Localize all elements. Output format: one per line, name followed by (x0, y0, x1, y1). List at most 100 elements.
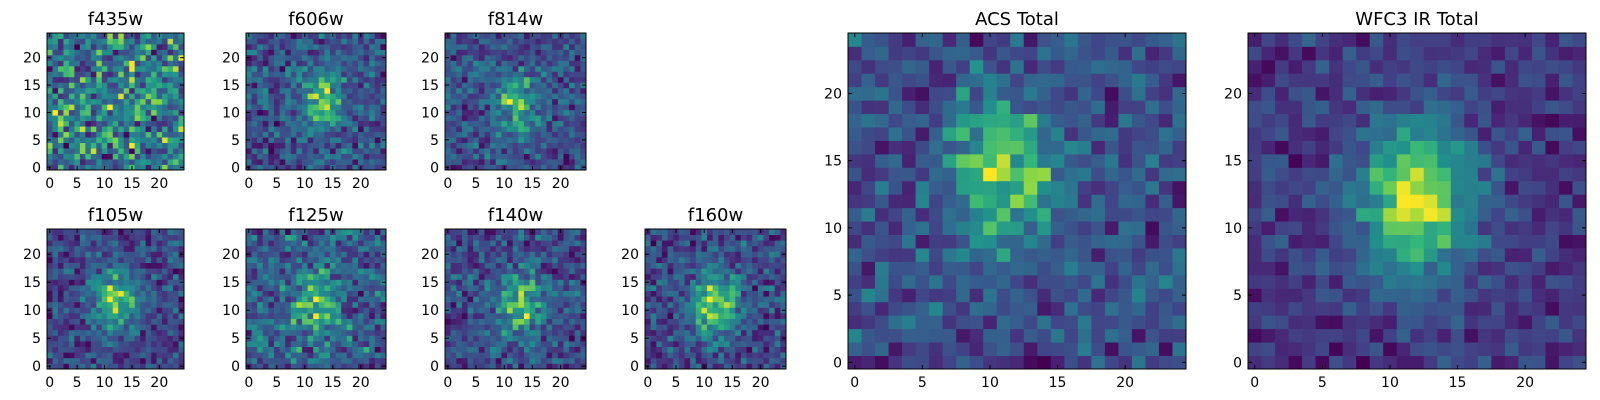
heatmap-cell (341, 131, 348, 138)
heatmap-cell (484, 352, 491, 359)
heatmap-cell (752, 307, 759, 314)
heatmap-cell (707, 313, 714, 319)
heatmap-cell (156, 335, 163, 342)
heatmap-cell (667, 296, 674, 303)
heatmap-cell (563, 229, 570, 235)
heatmap-cell (769, 290, 776, 297)
heatmap-cell (684, 324, 691, 331)
heatmap-cell (369, 109, 376, 116)
heatmap-cell (335, 251, 342, 258)
y-tick-label: 15 (222, 275, 240, 291)
heatmap-cell (363, 245, 370, 252)
heatmap-cell (746, 363, 753, 370)
heatmap-cell (661, 251, 668, 258)
heatmap-cell (363, 65, 370, 72)
heatmap-cell (145, 257, 152, 263)
heatmap-cell (363, 234, 370, 241)
heatmap-cell (1172, 342, 1187, 356)
heatmap-cell (285, 273, 292, 280)
heatmap-cell (107, 109, 114, 116)
heatmap-cell (540, 251, 547, 258)
heatmap-cell (757, 245, 764, 252)
axes-frame (444, 32, 587, 171)
heatmap-cell (523, 33, 530, 39)
heatmap-cell (101, 335, 108, 342)
x-tick-label: 10 (296, 176, 314, 192)
heatmap-cell (178, 285, 185, 291)
heatmap-cell (1145, 207, 1160, 222)
heatmap-cell (746, 313, 753, 319)
heatmap-cell (467, 352, 474, 359)
heatmap-cell (969, 234, 984, 249)
heatmap-cell (134, 159, 141, 165)
heatmap-cell (563, 76, 570, 83)
heatmap-cell (173, 43, 179, 50)
heatmap-cell (757, 273, 764, 280)
heatmap-cell (341, 251, 348, 258)
heatmap-cell (123, 290, 130, 297)
heatmap-cell (324, 357, 331, 364)
heatmap-cell (324, 290, 331, 297)
heatmap-cell (518, 104, 525, 111)
heatmap-cell (112, 76, 119, 83)
heatmap-cell (107, 87, 114, 94)
heatmap-cell (178, 38, 185, 45)
heatmap-cell (173, 82, 179, 89)
heatmap-cell (167, 76, 174, 83)
heatmap-cell (540, 115, 547, 122)
heatmap-cell (467, 341, 474, 347)
heatmap-cell (467, 43, 474, 50)
heatmap-cell (296, 65, 303, 72)
heatmap-cell (162, 93, 168, 100)
heatmap-cell (330, 273, 336, 280)
heatmap-cell (335, 240, 342, 247)
heatmap-cell (79, 104, 86, 111)
heatmap-cell (490, 33, 497, 39)
heatmap-cell (929, 355, 944, 370)
heatmap-cell (101, 357, 108, 364)
heatmap-cell (956, 328, 971, 343)
heatmap-cell (523, 87, 530, 94)
heatmap-cell (369, 307, 376, 314)
heatmap-cell (262, 313, 269, 319)
heatmap-cell (156, 131, 163, 138)
heatmap-cell (501, 245, 508, 252)
heatmap-cell (535, 301, 542, 308)
heatmap-cell (107, 301, 114, 308)
heatmap-cell (369, 137, 376, 143)
heatmap-cell (307, 301, 314, 308)
heatmap-cell (518, 33, 525, 39)
heatmap-cell (523, 54, 530, 61)
heatmap-cell (330, 98, 336, 105)
heatmap-cell (729, 341, 736, 347)
heatmap-cell (718, 268, 725, 275)
heatmap-cell (574, 262, 581, 269)
heatmap-cell (875, 180, 889, 195)
heatmap-cell (156, 115, 163, 122)
heatmap-cell (90, 279, 97, 286)
heatmap-cell (1104, 261, 1119, 276)
heatmap-cell (701, 234, 708, 241)
heatmap-cell (318, 352, 325, 359)
heatmap-cell (162, 38, 168, 45)
heatmap-cell (173, 38, 179, 45)
heatmap-cell (512, 335, 519, 342)
heatmap-cell (101, 251, 108, 258)
heatmap-cell (68, 273, 75, 280)
heatmap-cell (162, 142, 168, 149)
heatmap-cell (352, 159, 359, 165)
heatmap-cell (518, 285, 525, 291)
heatmap-cell (495, 164, 502, 171)
heatmap-cell (701, 301, 708, 308)
heatmap-cell (552, 109, 559, 116)
heatmap-cell (507, 357, 514, 364)
heatmap-cell (569, 54, 576, 61)
heatmap-cell (848, 328, 862, 343)
heatmap-cell (296, 71, 303, 78)
heatmap-cell (445, 285, 452, 291)
heatmap-cell (673, 234, 680, 241)
heatmap-cell (246, 296, 252, 303)
heatmap-cell (456, 65, 463, 72)
heatmap-cell (456, 38, 463, 45)
heatmap-cell (101, 346, 108, 353)
